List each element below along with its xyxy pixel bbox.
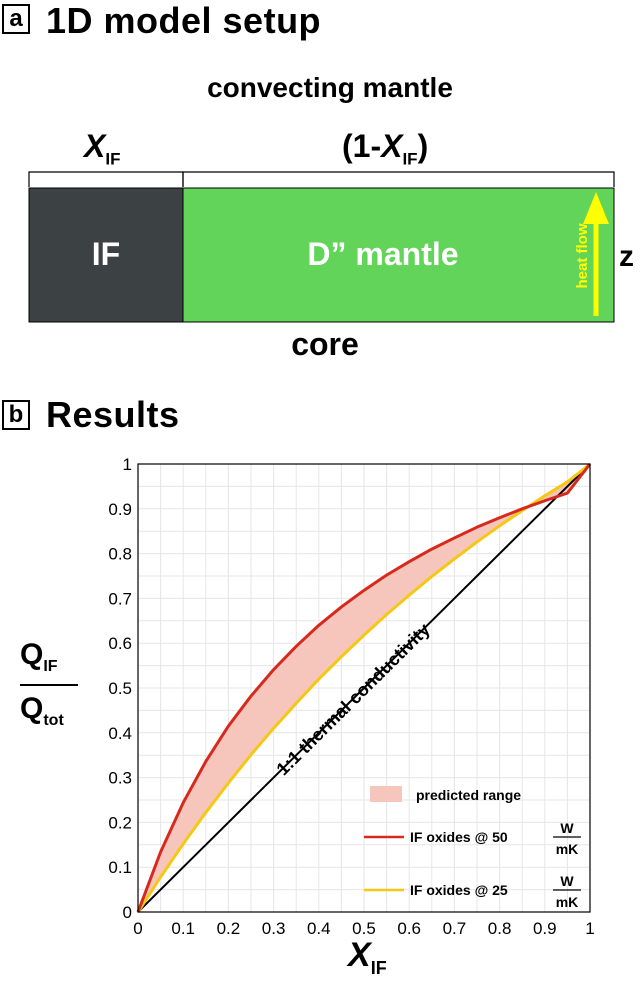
y-tick-label: 0.1 — [108, 858, 132, 877]
heat-flow-label: heat flow — [574, 223, 591, 289]
xif-sub: IF — [105, 149, 121, 169]
series-line-if-oxides-50-w-mk — [136, 463, 592, 913]
x-tick-label: 0.3 — [262, 919, 286, 938]
legend-yellow-label: IF oxides @ 25 — [410, 882, 508, 898]
x-tick-label: 0.6 — [397, 919, 421, 938]
if-block — [28, 187, 184, 323]
x-tick-label: 0.1 — [171, 919, 195, 938]
panel-a-tag: a — [2, 4, 30, 34]
ylabel-fraction-bar — [20, 684, 78, 686]
legend-red-label: IF oxides @ 50 — [410, 829, 508, 845]
y-tick-label: 0.4 — [108, 724, 132, 743]
x-tick-label: 1 — [585, 919, 594, 938]
one-minus-x: X — [381, 128, 403, 164]
mantle-block — [182, 187, 615, 323]
xlabel-sub: IF — [370, 957, 387, 978]
chart-series — [136, 462, 592, 913]
series-line-1-1-thermal-conductivity — [137, 463, 591, 913]
xif-label: XIF — [84, 128, 120, 169]
legend-yellow-unit-num: W — [560, 873, 574, 889]
ylabel-den-main: Q — [20, 692, 44, 725]
x-tick-label: 0.7 — [443, 919, 467, 938]
x-tick-label: 0.9 — [533, 919, 557, 938]
ylabel-numerator: QIF — [20, 638, 58, 676]
y-tick-label: 0.5 — [108, 679, 132, 698]
one-minus-sub: IF — [402, 149, 418, 169]
one-minus-xif-label: (1-XIF) — [342, 128, 428, 169]
legend-red-unit-num: W — [560, 820, 574, 836]
x-tick-labels: 0 0.1 0.2 0.3 0.4 0.5 0.6 0.7 0.8 0.9 1 — [133, 919, 594, 938]
series-line-if-oxides-25-w-mk — [136, 462, 591, 913]
heat-flow-arrow-head — [583, 192, 609, 224]
y-tick-label: 0.2 — [108, 813, 132, 832]
legend-range-label: predicted range — [416, 787, 521, 803]
panel-b-tag: b — [2, 400, 30, 430]
y-tick-label: 1 — [123, 455, 132, 474]
y-tick-label: 0.3 — [108, 769, 132, 788]
y-tick-label: 0.9 — [108, 500, 132, 519]
y-tick-label: 0 — [123, 903, 132, 922]
xif-main: X — [84, 128, 106, 164]
panel-a-diagram — [28, 171, 615, 323]
x-tick-label: 0.8 — [488, 919, 512, 938]
xlabel-main: X — [348, 936, 371, 974]
ylabel-den-sub: tot — [43, 712, 64, 729]
y-tick-label: 0.6 — [108, 634, 132, 653]
core-label: core — [291, 326, 359, 362]
plot-frame — [137, 463, 591, 913]
y-tick-label: 0.7 — [108, 589, 132, 608]
one-minus-close: ) — [417, 128, 429, 164]
legend-yellow-unit-den: mK — [556, 894, 579, 910]
xlabel: XIF — [348, 936, 387, 979]
x-tick-label: 0.5 — [352, 919, 376, 938]
x-tick-label: 0.4 — [307, 919, 331, 938]
legend-range-swatch — [370, 786, 402, 802]
one-minus-xif-bracket — [182, 171, 615, 187]
xif-bracket — [28, 171, 184, 187]
ylabel-num-main: Q — [20, 638, 44, 671]
ylabel-num-sub: IF — [43, 658, 58, 675]
legend-red-unit-den: mK — [556, 841, 579, 857]
one-minus-open: (1- — [342, 128, 382, 164]
ylabel-denominator: Qtot — [20, 692, 64, 730]
results-chart: 0 0.1 0.2 0.3 0.4 0.5 0.6 0.7 0.8 0.9 1 0 0.1 0.2 0.3… — [108, 455, 594, 938]
panel-b-title: Results — [46, 394, 180, 435]
if-block-label: IF — [91, 236, 121, 272]
x-tick-label: 0 — [133, 919, 142, 938]
legend: predicted range IF oxides @ 50 W mK IF o… — [364, 786, 581, 910]
y-tick-label: 0.8 — [108, 545, 132, 564]
x-tick-label: 0.2 — [217, 919, 241, 938]
z-label: z — [619, 240, 634, 273]
y-tick-labels: 0 0.1 0.2 0.3 0.4 0.5 0.6 0.7 0.8 0.9 1 — [108, 455, 132, 922]
convecting-mantle-label: convecting mantle — [207, 72, 453, 103]
mantle-label: D” mantle — [307, 236, 459, 272]
panel-a-title: 1D model setup — [46, 0, 322, 41]
